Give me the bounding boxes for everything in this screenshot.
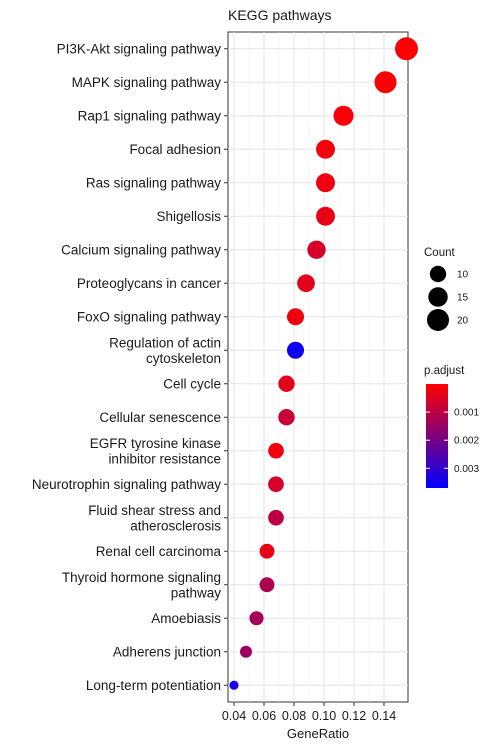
category-label: Thyroid hormone signaling: [62, 570, 221, 585]
count-legend-dot: [429, 265, 447, 283]
count-legend-dot: [428, 287, 448, 307]
data-point: [278, 409, 295, 426]
grid-lines: [228, 32, 408, 702]
x-tick-label: 0.04: [222, 709, 246, 723]
category-label: Cell cycle: [163, 377, 221, 392]
x-axis-title: GeneRatio: [287, 726, 349, 741]
data-point: [307, 240, 326, 259]
category-label: MAPK signaling pathway: [72, 75, 222, 90]
x-tick-label: 0.10: [312, 709, 336, 723]
colorbar-label: 0.002: [454, 436, 479, 447]
category-label: Shigellosis: [156, 209, 221, 224]
y-axis: PI3K-Akt signaling pathway MAPK signaling…: [32, 42, 228, 693]
data-point: [374, 71, 397, 94]
category-label: Calcium signaling pathway: [61, 243, 221, 258]
count-legend-label: 20: [457, 316, 469, 327]
data-point: [259, 543, 275, 559]
category-label: Amoebiasis: [151, 611, 221, 626]
data-point: [286, 308, 305, 326]
x-tick-label: 0.06: [252, 709, 276, 723]
data-point: [316, 139, 335, 159]
count-legend-title: Count: [424, 247, 455, 259]
category-label: inhibitor resistance: [108, 451, 221, 466]
category-label: Cellular senescence: [99, 410, 221, 425]
data-point: [239, 645, 253, 658]
x-tick-label: 0.14: [372, 709, 396, 723]
category-label: Renal cell carcinoma: [96, 544, 222, 559]
data-point: [286, 341, 305, 359]
category-label: Regulation of actin: [109, 335, 221, 350]
category-label: Ras signaling pathway: [86, 176, 221, 191]
p-adjust-colorbar: [426, 384, 448, 488]
chart-title: KEGG pathways: [228, 7, 332, 23]
category-label: Proteoglycans in cancer: [77, 276, 222, 291]
colorbar-label: 0.001: [454, 408, 479, 419]
category-label: FoxO signaling pathway: [77, 310, 221, 325]
p-adjust-legend: p.adjust 0.001 0.002 0.003: [424, 365, 479, 488]
panel-border: [227, 31, 409, 703]
data-point: [268, 509, 284, 526]
colorbar-label: 0.003: [454, 464, 479, 475]
category-label: atherosclerosis: [130, 518, 221, 533]
data-point: [268, 476, 284, 493]
category-label: Neurotrophin signaling pathway: [32, 477, 221, 492]
count-legend: Count 10 15 20: [424, 247, 469, 332]
data-point: [333, 105, 354, 126]
data-point: [395, 37, 418, 61]
category-label: cytoskeleton: [146, 351, 221, 366]
x-tick-label: 0.08: [282, 709, 306, 723]
data-point: [259, 577, 275, 593]
data-point: [249, 611, 264, 626]
plot-panel: [227, 31, 418, 703]
data-point: [278, 375, 295, 392]
p-adjust-legend-title: p.adjust: [424, 365, 465, 377]
data-point: [316, 173, 335, 193]
category-label: pathway: [171, 585, 222, 600]
category-label: EGFR tyrosine kinase: [90, 436, 221, 451]
count-legend-dot: [426, 308, 450, 332]
category-label: Focal adhesion: [129, 142, 221, 157]
count-legend-label: 15: [457, 293, 469, 304]
x-tick-label: 0.12: [342, 709, 366, 723]
category-label: Adherens junction: [113, 645, 221, 660]
count-legend-label: 10: [457, 270, 469, 281]
category-label: Fluid shear stress and: [88, 503, 221, 518]
category-label: Rap1 signaling pathway: [78, 109, 222, 124]
x-axis: 0.04 0.06 0.08 0.10 0.12 0.14: [222, 702, 396, 723]
data-point: [316, 206, 335, 226]
data-point: [229, 680, 239, 690]
data-point: [268, 442, 284, 459]
category-label: Long-term potentiation: [86, 678, 221, 693]
data-point: [297, 274, 315, 293]
data-points: [229, 37, 418, 690]
category-label: PI3K-Akt signaling pathway: [57, 42, 222, 57]
